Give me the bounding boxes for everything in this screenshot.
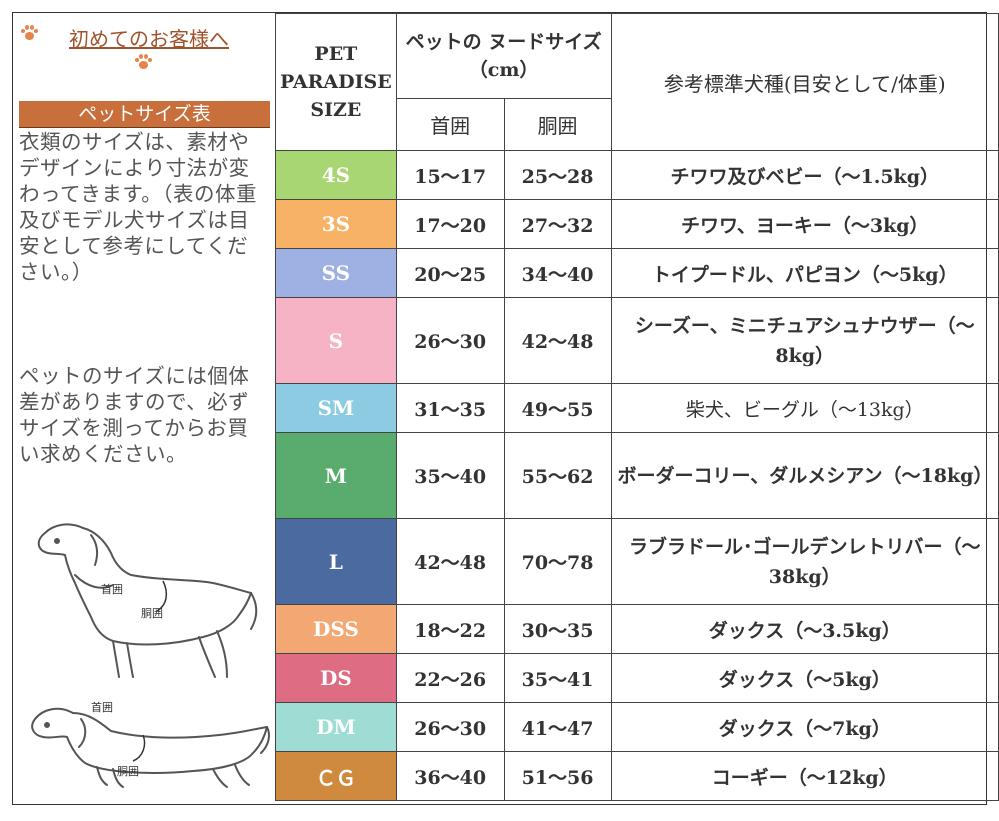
neck-cell: 22～26 bbox=[395, 653, 505, 703]
body-cell: 49～55 bbox=[503, 383, 612, 433]
size-cell: 3S bbox=[275, 199, 397, 249]
table-header-row: PET PARADISE SIZE ペットの ヌードサイズ（cm） 参考標準犬種… bbox=[275, 13, 999, 151]
welcome-row: 初めてのお客様へ bbox=[13, 19, 275, 51]
table-row: L 42～48 70～78 ラブラドール･ゴールデンレトリバー（～38kg） bbox=[275, 518, 999, 605]
size-cell: 4S bbox=[275, 150, 397, 200]
breed-cell: ラブラドール･ゴールデンレトリバー（～38kg） bbox=[610, 518, 999, 605]
neck-cell: 26～30 bbox=[395, 702, 505, 752]
header-reference-breed: 参考標準犬種(目安として/体重) bbox=[610, 13, 999, 151]
neck-cell: 26～30 bbox=[395, 297, 505, 384]
breed-cell: チワワ、ヨーキー（～3kg） bbox=[610, 199, 999, 249]
neck-cell: 17～20 bbox=[395, 199, 505, 249]
body-cell: 41～47 bbox=[503, 702, 612, 752]
table-row: ＣＧ 36～40 51～56 コーギー（～12kg） bbox=[275, 751, 999, 801]
neck-cell: 20～25 bbox=[395, 248, 505, 298]
header-pet-paradise-size: PET PARADISE SIZE bbox=[275, 13, 397, 151]
body-label-bottom: 胴囲 bbox=[117, 765, 139, 778]
header-neck: 首囲 bbox=[395, 98, 505, 151]
dachshund-illustration bbox=[31, 707, 270, 788]
body-cell: 30～35 bbox=[503, 604, 612, 654]
body-cell: 70～78 bbox=[503, 518, 612, 605]
left-panel: 初めてのお客様へ ペットサイズ表 衣類のサイズは、素材やデザインにより寸法が変わ… bbox=[13, 13, 275, 804]
neck-cell: 15～17 bbox=[395, 150, 505, 200]
breed-cell: チワワ及びベビー（～1.5kg） bbox=[610, 150, 999, 200]
neck-label-bottom: 首囲 bbox=[91, 700, 113, 714]
breed-cell: トイプードル、パピヨン（～5kg） bbox=[610, 248, 999, 298]
body-cell: 42～48 bbox=[503, 297, 612, 384]
breed-cell: コーギー（～12kg） bbox=[610, 751, 999, 801]
size-cell: M bbox=[275, 432, 397, 519]
pet-size-table-title: ペットサイズ表 bbox=[19, 101, 270, 128]
body-cell: 35～41 bbox=[503, 653, 612, 703]
header-nude-size: ペットの ヌードサイズ（cm） bbox=[395, 13, 612, 99]
table-row: DS 22～26 35～41 ダックス（～5kg） bbox=[275, 653, 999, 703]
table-row: S 26～30 42～48 シーズー、ミニチュアシュナウザー（～8kg） bbox=[275, 297, 999, 384]
first-time-customer-link[interactable]: 初めてのお客様へ bbox=[69, 27, 229, 51]
table-row: DM 26～30 41～47 ダックス（～7kg） bbox=[275, 702, 999, 752]
table-row: 4S 15～17 25～28 チワワ及びベビー（～1.5kg） bbox=[275, 150, 999, 200]
body-cell: 55～62 bbox=[503, 432, 612, 519]
measure-note: ペットのサイズには個体差がありますので、必ずサイズを測ってからお買い求めください… bbox=[19, 364, 250, 466]
body-cell: 25～28 bbox=[503, 150, 612, 200]
size-cell: DS bbox=[275, 653, 397, 703]
size-cell: L bbox=[275, 518, 397, 605]
measurement-diagram: 首囲 胴囲 首囲 胴囲 bbox=[31, 523, 270, 788]
table-row: M 35～40 55～62 ボーダーコリー、ダルメシアン（～18kg） bbox=[275, 432, 999, 519]
standing-dog-illustration bbox=[37, 523, 258, 678]
sizing-note: 衣類のサイズは、素材やデザインにより寸法が変わってきます。（表の体重及びモデル犬… bbox=[19, 130, 258, 284]
table-row: SM 31～35 49～55 柴犬、ビーグル（～13kg） bbox=[275, 383, 999, 433]
size-cell: DSS bbox=[275, 604, 397, 654]
size-cell: ＣＧ bbox=[275, 751, 397, 801]
size-cell: SS bbox=[275, 248, 397, 298]
size-cell: SM bbox=[275, 383, 397, 433]
breed-cell: シーズー、ミニチュアシュナウザー（～8kg） bbox=[610, 297, 999, 384]
breed-cell: ダックス（～5kg） bbox=[610, 653, 999, 703]
body-cell: 34～40 bbox=[503, 248, 612, 298]
breed-cell: 柴犬、ビーグル（～13kg） bbox=[610, 383, 999, 433]
size-cell: DM bbox=[275, 702, 397, 752]
header-body: 胴囲 bbox=[503, 98, 612, 151]
paw-icon bbox=[134, 53, 152, 71]
neck-cell: 42～48 bbox=[395, 518, 505, 605]
breed-cell: ダックス（～3.5kg） bbox=[610, 604, 999, 654]
neck-cell: 35～40 bbox=[395, 432, 505, 519]
neck-cell: 31～35 bbox=[395, 383, 505, 433]
paw-icon bbox=[20, 24, 38, 42]
table-row: SS 20～25 34～40 トイプードル、パピヨン（～5kg） bbox=[275, 248, 999, 298]
body-cell: 51～56 bbox=[503, 751, 612, 801]
neck-cell: 18～22 bbox=[395, 604, 505, 654]
table-row: DSS 18～22 30～35 ダックス（～3.5kg） bbox=[275, 604, 999, 654]
body-cell: 27～32 bbox=[503, 199, 612, 249]
neck-cell: 36～40 bbox=[395, 751, 505, 801]
neck-label-top: 首囲 bbox=[101, 582, 123, 596]
size-cell: S bbox=[275, 297, 397, 384]
breed-cell: ボーダーコリー、ダルメシアン（～18kg） bbox=[610, 432, 999, 519]
breed-cell: ダックス（～7kg） bbox=[610, 702, 999, 752]
table-row: 3S 17～20 27～32 チワワ、ヨーキー（～3kg） bbox=[275, 199, 999, 249]
size-table: PET PARADISE SIZE ペットの ヌードサイズ（cm） 参考標準犬種… bbox=[275, 13, 999, 801]
